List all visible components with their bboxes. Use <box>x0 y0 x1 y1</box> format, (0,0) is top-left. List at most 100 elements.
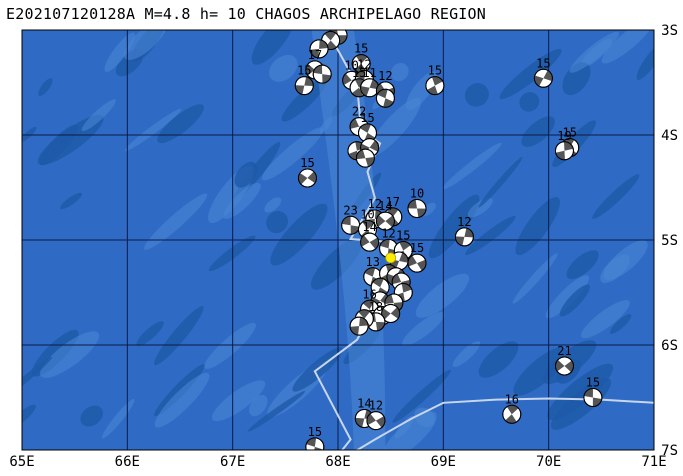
bathymetry-patch <box>521 116 555 147</box>
bathymetry-patch <box>234 161 258 188</box>
bathymetry-patch <box>154 306 204 366</box>
bathymetry-patch <box>204 322 256 369</box>
focal-mechanism <box>375 88 395 108</box>
depth-label: 15 <box>410 241 424 255</box>
bathymetry-patch <box>610 313 632 334</box>
depth-label: 15 <box>308 425 322 439</box>
depth-label: 16 <box>505 392 519 406</box>
longitude-tick-label: 71E <box>641 454 666 470</box>
focal-mechanism: 23 <box>341 203 361 235</box>
depth-label: 18 <box>369 300 383 314</box>
bathymetry-patch <box>261 127 324 181</box>
focal-mechanism: 12 <box>366 399 386 431</box>
depth-label: 10 <box>344 58 358 72</box>
bathymetry-patch <box>465 216 516 255</box>
bathymetry-patch <box>124 108 182 152</box>
bathymetry-patch <box>264 197 282 213</box>
bathymetry-patch <box>569 31 620 73</box>
bathymetry-patch <box>157 104 204 144</box>
bathymetry-patch <box>513 347 567 396</box>
focal-mechanism: 14 <box>354 397 374 428</box>
depth-label: 23 <box>343 203 357 217</box>
focal-mechanism: 15 <box>407 241 427 273</box>
longitude-tick-label: 70E <box>536 454 561 470</box>
bathymetry-patch <box>392 369 451 423</box>
depth-label: 14 <box>362 220 376 234</box>
bathymetry-patch <box>428 194 480 259</box>
map-frame <box>21 29 655 451</box>
bathymetry-patch <box>154 372 210 428</box>
depth-label: 12 <box>369 399 383 413</box>
bathymetry-patch <box>390 62 409 82</box>
bathymetry-patch <box>281 77 327 122</box>
lat-lon-grid <box>22 30 654 450</box>
bathymetry-patch <box>415 273 470 318</box>
focal-mechanism <box>312 64 332 84</box>
depth-label: 14 <box>357 397 371 411</box>
longitude-tick-label: 67E <box>220 454 245 470</box>
bathymetry-patch <box>144 193 208 250</box>
bathymetry-patch <box>60 192 83 210</box>
depth-label: 15 <box>536 56 550 70</box>
depth-label: 17 <box>308 48 322 62</box>
bathymetry-patch <box>512 253 558 304</box>
focal-mechanism: 15 <box>305 425 325 450</box>
bathymetry-patch <box>478 156 523 208</box>
latitude-tick-label: 5S <box>661 233 678 249</box>
depth-label: 15 <box>563 126 577 140</box>
focal-mechanism: 15 <box>294 64 314 96</box>
latitude-tick-label: 4S <box>661 128 678 144</box>
bathymetry-patch <box>600 254 630 284</box>
focal-mechanism: 14 <box>360 220 380 252</box>
bathymetry-patch <box>101 398 135 439</box>
bathymetry-patch <box>580 300 630 339</box>
depth-label: 14 <box>378 199 392 213</box>
bathymetry-patch <box>22 356 53 406</box>
depth-label: 11 <box>362 66 376 80</box>
bathymetry-patch <box>519 92 540 112</box>
bathymetry-patch <box>124 30 168 60</box>
focal-mechanism: 15 <box>297 156 317 188</box>
focal-mechanism: 14 <box>375 199 395 231</box>
bathymetry-patch <box>367 97 422 157</box>
focal-mechanism <box>309 39 329 59</box>
bathymetry-patch <box>562 62 591 96</box>
focal-mechanism: 15 <box>349 66 369 98</box>
depth-label: 12 <box>323 19 337 33</box>
depth-label: 21 <box>557 344 571 358</box>
latitude-tick-label: 3S <box>661 23 678 39</box>
depth-label: 15 <box>297 64 311 78</box>
focal-mechanism: 19 <box>554 129 574 161</box>
latitude-tick-label: 6S <box>661 338 678 354</box>
longitude-tick-label: 68E <box>325 454 350 470</box>
longitude-tick-labels: 65E 66E 67E 68E 69E 70E 71E <box>9 454 666 470</box>
bathymetry-patch <box>566 250 599 280</box>
depth-label: 15 <box>300 156 314 170</box>
focal-mechanism: 10 <box>407 187 427 218</box>
depth-label: 13 <box>366 255 380 269</box>
longitude-tick-label: 66E <box>115 454 140 470</box>
depth-label: 10 <box>410 187 424 201</box>
focal-mechanism: 12 <box>454 215 474 247</box>
bathymetry-patch <box>38 78 53 97</box>
depth-label: 15 <box>586 376 600 390</box>
bathymetry-patch <box>136 321 164 347</box>
focal-mechanism <box>349 316 369 336</box>
depth-label: 12 <box>457 215 471 229</box>
bathymetry-patch <box>81 99 116 132</box>
bathymetry-patch <box>452 341 481 367</box>
bathymetry-patch <box>478 341 519 378</box>
bathymetry-patch <box>211 380 266 422</box>
longitude-tick-label: 69E <box>431 454 456 470</box>
bathymetry-patch <box>547 363 614 420</box>
focal-mechanism: 15 <box>425 64 445 96</box>
depth-label: 12 <box>381 226 395 240</box>
epicenter-marker-group <box>385 252 397 264</box>
bathymetry-patch <box>592 174 640 219</box>
depth-label: 15 <box>354 42 368 56</box>
bathymetry-patch <box>80 405 104 427</box>
depth-label: 10 <box>360 208 374 222</box>
bathymetry-patch <box>442 142 502 190</box>
